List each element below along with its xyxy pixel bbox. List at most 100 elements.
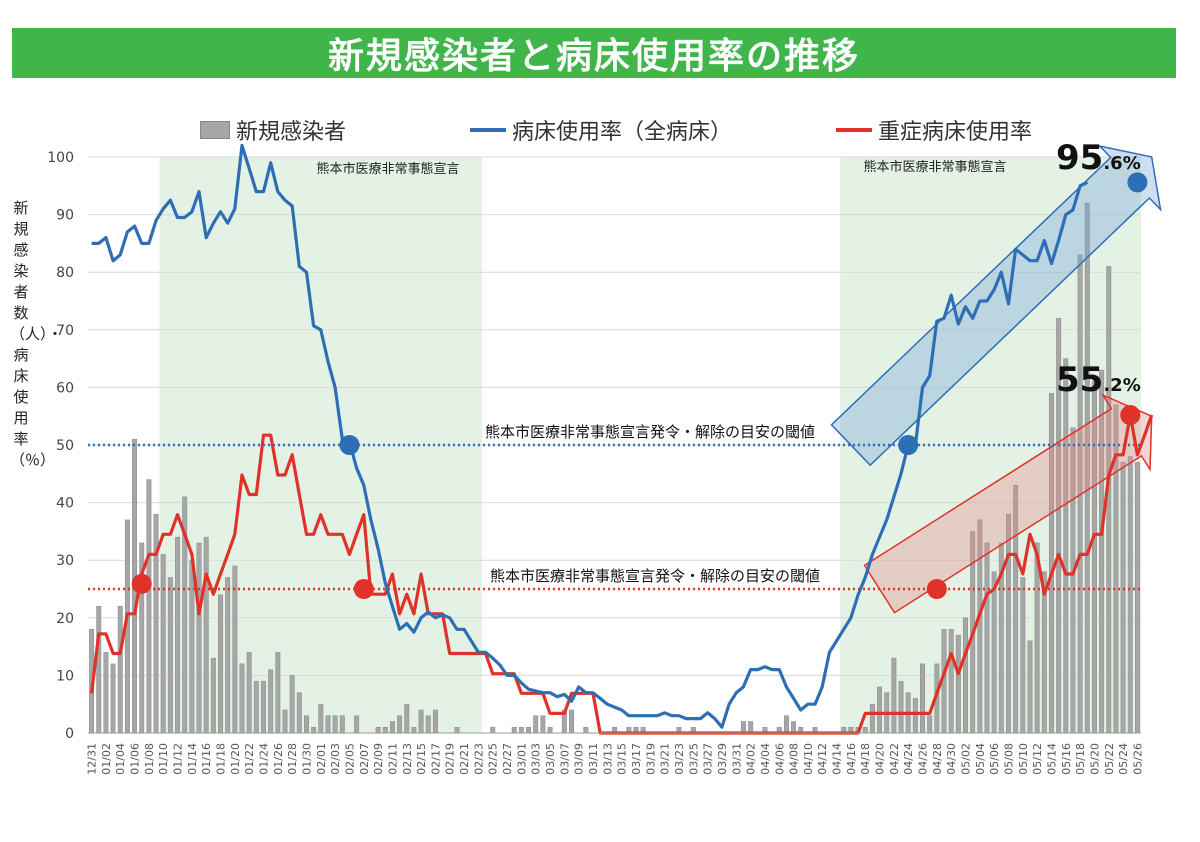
- case-bar: [791, 721, 797, 734]
- y-tick-label: 30: [56, 553, 74, 569]
- case-bar: [96, 606, 102, 734]
- case-bar: [991, 571, 997, 734]
- y-tick-label: 80: [56, 265, 74, 281]
- case-bar: [1020, 577, 1026, 734]
- x-tick-label: 04/16: [845, 743, 858, 775]
- case-bar: [912, 698, 918, 734]
- x-tick-label: 01/20: [229, 743, 242, 775]
- x-tick-label: 04/28: [931, 743, 944, 775]
- case-bar: [246, 652, 252, 734]
- case-bar: [898, 680, 904, 734]
- case-bar: [332, 715, 338, 734]
- x-tick-label: 01/10: [157, 743, 170, 775]
- case-bar: [261, 680, 266, 734]
- case-bar: [210, 657, 216, 734]
- case-bar: [282, 709, 288, 734]
- case-bar: [454, 726, 460, 734]
- case-bar: [397, 715, 403, 734]
- case-bar: [526, 726, 532, 734]
- x-tick-label: 02/13: [401, 743, 414, 775]
- legend-bed-label: 病床使用率（全病床）: [512, 120, 733, 145]
- x-tick-label: 05/12: [1031, 743, 1044, 775]
- legend-cases-swatch: [200, 121, 230, 139]
- x-tick-label: 03/11: [587, 743, 600, 775]
- case-bar: [955, 634, 961, 734]
- x-tick-label: 04/04: [759, 743, 772, 775]
- case-bar: [117, 606, 123, 734]
- case-bar: [540, 715, 546, 734]
- legend-severe-label: 重症病床使用率: [878, 120, 1033, 145]
- x-tick-label: 02/03: [329, 743, 342, 775]
- page-title: 新規感染者と病床使用率の推移: [12, 28, 1176, 78]
- case-bar: [1120, 462, 1126, 734]
- case-bar: [225, 577, 231, 734]
- x-tick-label: 02/15: [415, 743, 428, 775]
- case-bar: [425, 715, 431, 734]
- case-bar: [533, 715, 539, 734]
- y-axis-label: 新規感染者数（人）・病床使用率（％）: [10, 199, 63, 469]
- bed-trend-arrow: [830, 144, 1162, 467]
- x-tick-label: 03/07: [558, 743, 571, 775]
- x-tick-label: 04/12: [816, 743, 829, 775]
- case-bar: [318, 703, 324, 734]
- case-bar: [275, 652, 281, 734]
- y-tick-label: 70: [56, 323, 74, 339]
- case-bar: [175, 536, 181, 734]
- threshold-25-label: 熊本市医療非常事態宣言発令・解除の目安の閾値: [490, 567, 820, 585]
- case-bar: [1027, 640, 1033, 734]
- case-bar: [167, 577, 173, 734]
- case-bar: [339, 715, 345, 734]
- case-bar: [1063, 358, 1069, 734]
- x-tick-label: 03/13: [601, 743, 614, 775]
- x-tick-label: 04/02: [745, 743, 758, 775]
- x-tick-label: 01/26: [272, 743, 285, 775]
- case-bar: [569, 709, 574, 734]
- x-tick-label: 04/08: [788, 743, 801, 775]
- x-tick-label: 02/17: [429, 743, 442, 775]
- severe-marker: [353, 579, 374, 599]
- x-tick-label: 03/01: [515, 743, 528, 775]
- case-bar: [375, 726, 381, 734]
- bed-rate-line: [91, 143, 1088, 729]
- x-tick-label: 02/09: [372, 743, 385, 775]
- x-tick-label: 02/07: [358, 743, 371, 775]
- legend-severe: 重症病床使用率: [836, 114, 1032, 146]
- bed-marker: [1127, 172, 1148, 193]
- case-bar: [1006, 513, 1011, 734]
- x-tick-label: 01/16: [200, 743, 213, 775]
- x-tick-label: 01/18: [215, 743, 228, 775]
- case-bar: [196, 542, 202, 734]
- case-bar: [432, 709, 438, 734]
- case-bar: [891, 657, 897, 734]
- x-tick-label: 01/04: [114, 743, 127, 775]
- x-tick-label: 04/20: [874, 743, 887, 775]
- case-bar: [304, 715, 309, 734]
- x-tick-label: 03/21: [659, 743, 672, 775]
- x-tick-label: 01/12: [172, 743, 185, 775]
- x-tick-label: 04/22: [888, 743, 901, 775]
- case-bar: [740, 721, 746, 734]
- x-tick-label: 04/26: [917, 743, 930, 775]
- threshold-50-label: 熊本市医療非常事態宣言発令・解除の目安の閾値: [485, 423, 815, 441]
- y-tick-label: 40: [56, 496, 74, 512]
- x-tick-label: 02/27: [501, 743, 514, 775]
- x-tick-label: 01/24: [258, 743, 271, 775]
- case-bar: [490, 726, 496, 734]
- x-tick-label: 03/27: [702, 743, 715, 775]
- case-bar: [948, 629, 954, 734]
- x-tick-label: 02/25: [487, 743, 500, 775]
- x-tick-label: 01/06: [129, 743, 142, 775]
- x-tick-label: 05/22: [1103, 743, 1116, 775]
- x-tick-label: 03/03: [530, 743, 543, 775]
- case-bar: [189, 559, 195, 734]
- severe-final-int: 55: [1056, 360, 1104, 400]
- case-bar: [160, 554, 166, 734]
- case-bar: [311, 726, 317, 734]
- x-tick-label: 01/08: [143, 743, 156, 775]
- x-tick-label: 03/19: [644, 743, 657, 775]
- case-bar: [203, 536, 209, 734]
- case-bar: [748, 721, 754, 734]
- case-bar: [146, 479, 152, 734]
- case-bar: [1127, 456, 1133, 734]
